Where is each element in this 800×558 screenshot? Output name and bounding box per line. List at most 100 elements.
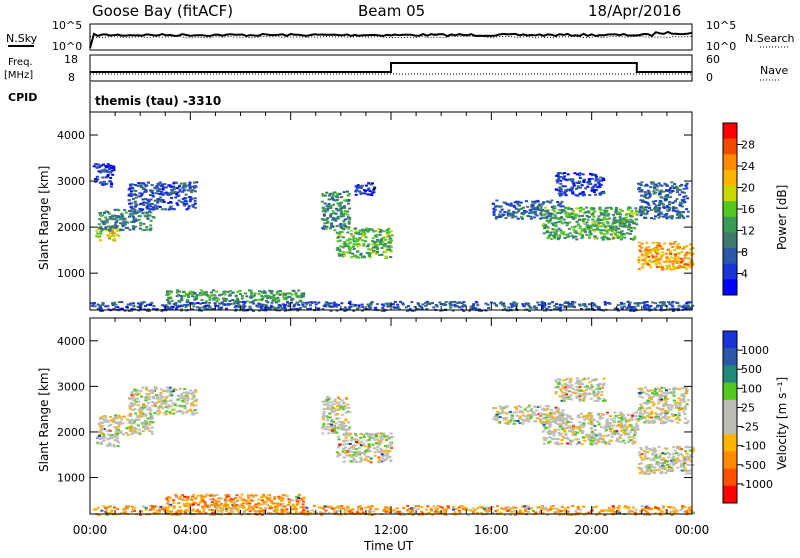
scatter-cell-984	[342, 433, 345, 435]
scatter-cell-1742	[571, 392, 574, 394]
scatter-cell-136	[104, 417, 107, 419]
colorbar-segment-5	[723, 201, 737, 217]
colorbar-segment-8	[723, 248, 737, 264]
scatter-cell-2968	[242, 306, 245, 308]
scatter-cell-1069	[355, 256, 358, 258]
scatter-cell-823	[376, 449, 379, 451]
scatter-cell-1322	[563, 422, 566, 424]
scatter-cell-1116	[356, 190, 359, 192]
scatter-cell-1503	[587, 216, 590, 218]
scatter-cell-1004	[390, 230, 393, 232]
scatter-cell-938	[374, 455, 377, 457]
scatter-cell-694	[258, 293, 261, 295]
scatter-cell-2242	[654, 192, 657, 194]
scatter-cell-26	[95, 230, 98, 232]
scatter-cell-678	[241, 298, 244, 300]
scatter-cell-1448	[604, 442, 607, 444]
scatter-cell-1508	[615, 209, 618, 211]
scatter-cell-983	[368, 253, 371, 255]
scatter-cell-681	[330, 404, 333, 406]
scatter-cell-399	[161, 407, 164, 409]
scatter-cell-325	[138, 192, 141, 194]
scatter-cell-433	[152, 390, 155, 392]
scatter-cell-1550	[607, 215, 610, 217]
scatter-cell-2288	[645, 206, 648, 208]
scatter-cell-1566	[598, 422, 601, 424]
scatter-cell-269	[161, 208, 164, 210]
scatter-cell-1474	[569, 443, 572, 445]
scatter-cell-2014	[662, 261, 665, 263]
scatter-cell-712	[250, 292, 253, 294]
scatter-cell-1790	[602, 178, 605, 180]
scatter-cell-2814	[132, 305, 135, 307]
scatter-cell-500	[96, 163, 99, 165]
scatter-cell-845	[341, 213, 344, 215]
scatter-cell-564	[190, 499, 193, 501]
scatter-cell-1590	[631, 429, 634, 431]
scatter-cell-1602	[559, 230, 562, 232]
scatter-cell-2124	[676, 198, 679, 200]
scatter-cell-2127	[639, 206, 642, 208]
scatter-cell-540	[239, 293, 242, 295]
scatter-cell-763	[323, 215, 326, 217]
scatter-cell-1414	[546, 420, 549, 422]
scatter-cell-384	[163, 400, 166, 402]
scatter-cell-373	[183, 197, 186, 199]
scatter-cell-1683	[551, 209, 554, 211]
scatter-cell-1628	[591, 214, 594, 216]
scatter-cell-391	[177, 192, 180, 194]
scatter-cell-305	[159, 196, 162, 198]
scatter-cell-2620	[366, 304, 369, 306]
scatter-cell-2741	[139, 307, 142, 309]
scatter-cell-1631	[602, 384, 605, 386]
scatter-cell-1383	[564, 237, 567, 239]
scatter-cell-839	[329, 193, 332, 195]
scatter-cell-2279	[672, 190, 675, 192]
scatter-cell-495	[112, 167, 115, 169]
scatter-cell-657	[205, 291, 208, 293]
scatter-cell-588	[187, 502, 190, 504]
scatter-cell-2312	[301, 302, 304, 304]
scatter-cell-1394	[612, 232, 615, 234]
scatter-cell-505	[229, 290, 232, 292]
power-colorbar-label: Power [dB]	[775, 185, 789, 250]
scatter-cell-2824	[305, 303, 308, 305]
scatter-cell-2024	[656, 266, 659, 268]
scatter-cell-373	[158, 409, 161, 411]
scatter-cell-687	[229, 293, 232, 295]
scatter-cell-1654	[591, 219, 594, 221]
scatter-cell-1048	[346, 239, 349, 241]
scatter-cell-2006	[685, 268, 688, 270]
scatter-cell-716	[341, 414, 344, 416]
scatter-cell-182	[149, 418, 152, 420]
scatter-cell-1848	[595, 177, 598, 179]
scatter-cell-1272	[558, 415, 561, 417]
scatter-cell-2071	[640, 195, 643, 197]
scatter-cell-448	[109, 177, 112, 179]
scatter-cell-2165	[649, 194, 652, 196]
scatter-cell-1609	[633, 238, 636, 240]
scatter-cell-1918	[671, 246, 674, 248]
scatter-cell-1547	[559, 425, 562, 427]
scatter-cell-834	[340, 215, 343, 217]
scatter-cell-993	[346, 245, 349, 247]
scatter-cell-2301	[666, 217, 669, 219]
range-tick-label-1000: 1000	[57, 267, 85, 280]
scatter-cell-397	[163, 183, 166, 185]
scatter-cell-1188	[557, 409, 560, 411]
scatter-cell-1981	[648, 260, 651, 262]
scatter-cell-3034	[637, 303, 640, 305]
scatter-cell-379	[177, 395, 180, 397]
scatter-cell-1924	[638, 245, 641, 247]
scatter-cell-975	[386, 246, 389, 248]
scatter-cell-147	[151, 433, 154, 435]
scatter-cell-114	[129, 213, 132, 215]
scatter-cell-1239	[531, 201, 534, 203]
scatter-cell-1011	[390, 246, 393, 248]
scatter-cell-2227	[643, 217, 646, 219]
scatter-cell-2398	[445, 301, 448, 303]
scatter-cell-1516	[549, 234, 552, 236]
scatter-cell-669	[260, 295, 263, 297]
scatter-cell-2732	[297, 304, 300, 306]
